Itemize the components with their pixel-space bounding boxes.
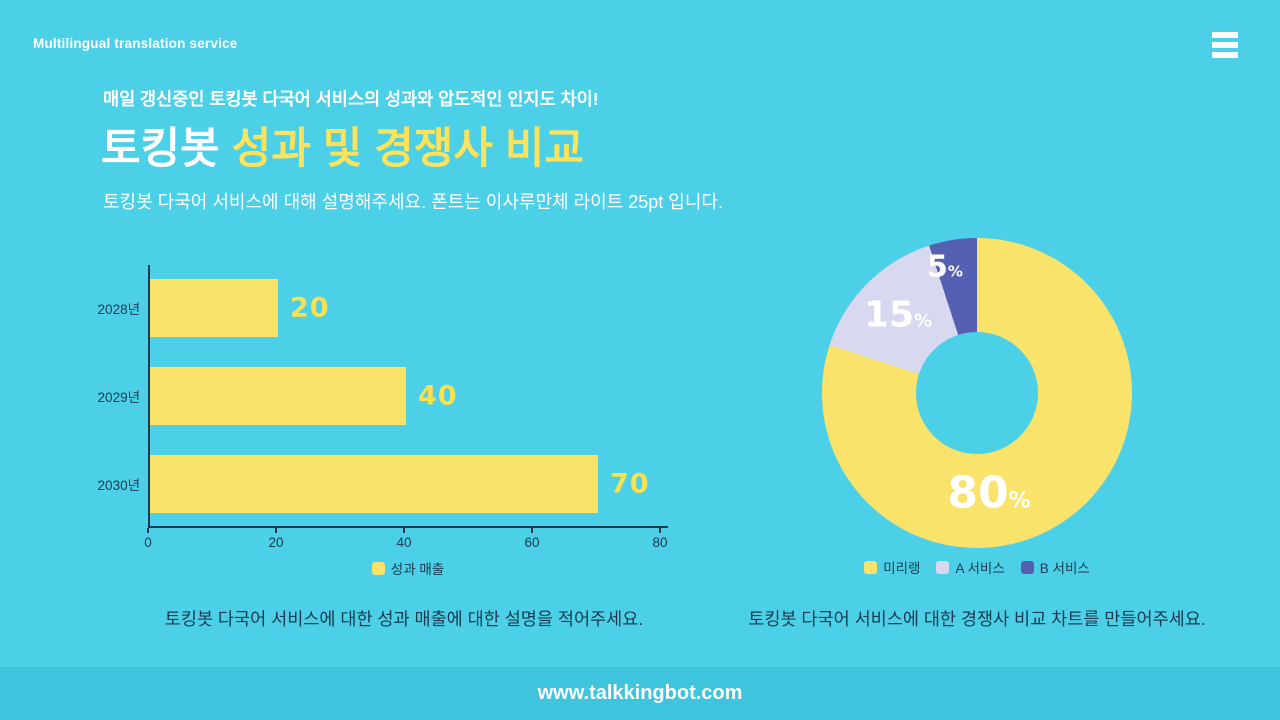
bar-category-label: 2029년 bbox=[97, 390, 140, 405]
legend-swatch bbox=[371, 561, 385, 575]
x-tick-label: 80 bbox=[652, 535, 668, 550]
x-tick-label: 40 bbox=[396, 535, 412, 550]
x-tick-label: 20 bbox=[268, 535, 284, 550]
x-tick bbox=[659, 528, 661, 533]
donut-chart-caption: 토킹봇 다국어 서비스에 대한 경쟁사 비교 차트를 만들어주세요. bbox=[748, 609, 1206, 629]
bar-chart-legend: 성과 매출 bbox=[148, 558, 668, 578]
donut-chart-legend: 미리랭 A 서비스 B 서비스 bbox=[822, 557, 1132, 577]
legend-label: 성과 매출 bbox=[390, 562, 445, 577]
donut-label-number: 15 bbox=[863, 294, 915, 336]
hamburger-bar bbox=[1212, 42, 1238, 48]
donut-slice-label: 5% bbox=[927, 250, 963, 285]
legend-item: B 서비스 bbox=[1020, 557, 1090, 577]
x-tick bbox=[403, 528, 405, 533]
legend-swatch bbox=[1020, 560, 1034, 574]
footer-url: www.talkkingbot.com bbox=[537, 682, 743, 704]
x-tick bbox=[275, 528, 277, 533]
page-title: 토킹봇 성과 및 경쟁사 비교 bbox=[101, 114, 584, 176]
legend-label: B 서비스 bbox=[1039, 561, 1090, 576]
bar bbox=[150, 455, 598, 513]
tagline: 매일 갱신중인 토킹봇 다국어 서비스의 성과와 압도적인 인지도 차이! bbox=[103, 89, 599, 109]
bar bbox=[150, 367, 406, 425]
donut-label-percent-sign: % bbox=[1008, 488, 1031, 514]
legend-label: A 서비스 bbox=[955, 561, 1005, 576]
x-axis-line bbox=[148, 526, 668, 528]
hamburger-bar bbox=[1212, 32, 1238, 38]
x-tick-label: 60 bbox=[524, 535, 540, 550]
donut-label-percent-sign: % bbox=[914, 310, 933, 332]
bar bbox=[150, 279, 278, 337]
x-tick bbox=[147, 528, 149, 533]
footer-bar: www.talkkingbot.com bbox=[0, 667, 1280, 720]
donut-slice-label: 15% bbox=[864, 295, 932, 336]
donut-label-number: 5 bbox=[927, 249, 948, 285]
bar-value-label: 20 bbox=[290, 292, 330, 324]
legend-swatch bbox=[936, 560, 950, 574]
hamburger-icon[interactable] bbox=[1212, 32, 1238, 58]
bar-chart: 2028년 20 2029년 40 2030년 70 0 20 40 60 80 bbox=[98, 265, 678, 565]
bar-value-label: 40 bbox=[418, 380, 458, 412]
legend-swatch bbox=[864, 560, 878, 574]
bar-category-label: 2030년 bbox=[97, 478, 140, 493]
page-title-white: 토킹봇 bbox=[101, 125, 232, 173]
donut-label-percent-sign: % bbox=[947, 262, 963, 281]
bar-category-label: 2028년 bbox=[97, 302, 140, 317]
bar-value-label: 70 bbox=[610, 468, 650, 500]
legend-item: 성과 매출 bbox=[371, 558, 445, 578]
hamburger-bar bbox=[1212, 52, 1238, 58]
x-tick-label: 0 bbox=[144, 535, 152, 550]
brand-text: Multilingual translation service bbox=[33, 36, 238, 51]
subtitle: 토킹봇 다국어 서비스에 대해 설명해주세요. 폰트는 이사루만체 라이트 25… bbox=[103, 192, 723, 212]
legend-label: 미리랭 bbox=[883, 561, 921, 576]
x-tick bbox=[531, 528, 533, 533]
bar-chart-caption: 토킹봇 다국어 서비스에 대한 성과 매출에 대한 설명을 적어주세요. bbox=[164, 609, 644, 629]
page-title-highlight: 성과 및 경쟁사 비교 bbox=[231, 125, 584, 173]
y-axis-line bbox=[148, 265, 150, 528]
donut-chart: 80% 15% 5% bbox=[822, 238, 1132, 548]
legend-item: 미리랭 bbox=[864, 557, 920, 577]
donut-label-number: 80 bbox=[947, 467, 1009, 519]
legend-item: A 서비스 bbox=[936, 557, 1005, 577]
donut-hole bbox=[916, 332, 1038, 454]
donut-slice-label: 80% bbox=[947, 468, 1030, 519]
